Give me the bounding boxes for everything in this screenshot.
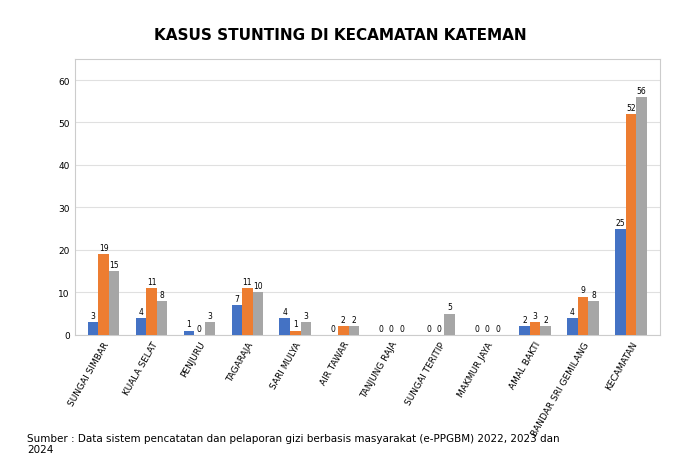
Bar: [99, 255, 109, 335]
Text: 9: 9: [581, 286, 585, 295]
Bar: [279, 318, 290, 335]
Text: 1: 1: [186, 320, 191, 329]
Bar: [253, 293, 263, 335]
Text: 3: 3: [90, 311, 95, 320]
Text: 10: 10: [253, 282, 262, 291]
Text: 1: 1: [293, 320, 298, 329]
Text: 8: 8: [160, 290, 165, 299]
Bar: [349, 327, 359, 335]
Bar: [136, 318, 146, 335]
Bar: [615, 229, 626, 335]
Text: 0: 0: [197, 324, 202, 333]
Text: 0: 0: [495, 324, 500, 333]
Text: 2: 2: [522, 315, 527, 325]
Bar: [567, 318, 577, 335]
Bar: [290, 331, 301, 335]
Text: 0: 0: [474, 324, 479, 333]
Bar: [205, 322, 216, 335]
Text: 0: 0: [437, 324, 441, 333]
Bar: [588, 301, 598, 335]
Text: 0: 0: [389, 324, 394, 333]
Text: 4: 4: [570, 307, 575, 316]
Text: 2: 2: [352, 315, 356, 325]
Text: 0: 0: [378, 324, 383, 333]
Bar: [444, 314, 455, 335]
Text: 7: 7: [235, 294, 239, 303]
Bar: [242, 288, 253, 335]
Bar: [577, 297, 588, 335]
Text: 0: 0: [426, 324, 431, 333]
Bar: [626, 115, 636, 335]
Text: 5: 5: [447, 303, 452, 312]
Text: 0: 0: [485, 324, 490, 333]
Bar: [540, 327, 551, 335]
Bar: [519, 327, 530, 335]
Bar: [232, 305, 242, 335]
Text: 4: 4: [139, 307, 143, 316]
Text: 3: 3: [532, 311, 537, 320]
Text: 15: 15: [109, 260, 119, 269]
Bar: [530, 322, 540, 335]
Text: 8: 8: [591, 290, 596, 299]
Bar: [338, 327, 349, 335]
Text: 19: 19: [99, 243, 108, 252]
Bar: [88, 322, 99, 335]
Text: Sumber : Data sistem pencatatan dan pelaporan gizi berbasis masyarakat (e-PPGBM): Sumber : Data sistem pencatatan dan pela…: [27, 433, 560, 454]
Text: 0: 0: [399, 324, 404, 333]
Text: 56: 56: [636, 87, 646, 95]
Text: 4: 4: [282, 307, 287, 316]
Bar: [157, 301, 167, 335]
Text: KASUS STUNTING DI KECAMATAN KATEMAN: KASUS STUNTING DI KECAMATAN KATEMAN: [154, 28, 526, 43]
Text: 52: 52: [626, 104, 636, 112]
Bar: [109, 272, 120, 335]
Text: 25: 25: [615, 218, 625, 227]
Text: 2: 2: [341, 315, 345, 325]
Bar: [636, 98, 647, 335]
Text: 11: 11: [147, 277, 156, 286]
Bar: [301, 322, 311, 335]
Text: 3: 3: [207, 311, 212, 320]
Bar: [184, 331, 194, 335]
Text: 2: 2: [543, 315, 548, 325]
Text: 3: 3: [303, 311, 308, 320]
Bar: [146, 288, 157, 335]
Text: 11: 11: [243, 277, 252, 286]
Text: 0: 0: [330, 324, 335, 333]
